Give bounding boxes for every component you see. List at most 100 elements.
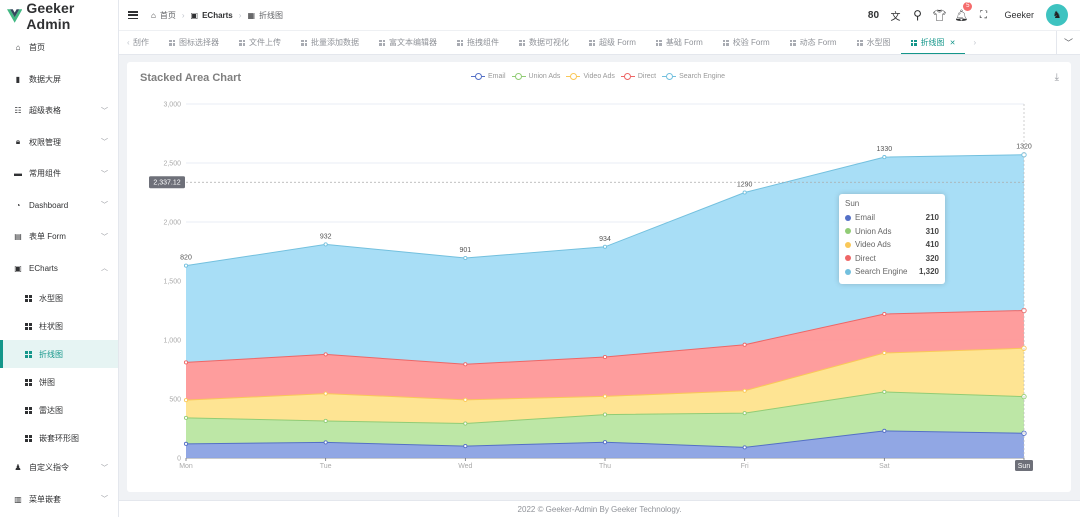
header-toolbar: 80 文 ⚲ 👕︎ 🔔︎ 5 ⛶ Geeker ♞ (862, 0, 1080, 30)
logo[interactable]: Geeker Admin (0, 0, 118, 32)
data-point (323, 242, 328, 247)
x-tick-label: Wed (458, 463, 472, 470)
legend-item[interactable]: Video Ads (566, 72, 615, 80)
tab-item[interactable]: 超级 Form (579, 31, 646, 54)
data-point (463, 444, 468, 449)
menu-nest-icon: ▥ (14, 494, 22, 504)
home-icon: ⌂ (15, 43, 21, 53)
username[interactable]: Geeker (1004, 10, 1034, 20)
size-icon[interactable]: 80 (867, 9, 880, 21)
grid-icon (589, 39, 595, 46)
legend-item[interactable]: Direct (620, 72, 656, 80)
data-point (463, 421, 468, 426)
y-tick-label: 2,000 (163, 220, 181, 227)
sidebar-item[interactable]: ▤ 表单 Form ﹀ (0, 221, 118, 253)
breadcrumb-separator: › (238, 10, 242, 20)
sidebar-item[interactable]: ▬ 常用组件 ﹀ (0, 158, 118, 190)
tab-item[interactable]: 数据可视化 (509, 31, 579, 54)
tooltip-series-name: Search Engine (855, 267, 908, 277)
tab-label: 文件上传 (249, 38, 281, 47)
area-search-engine (186, 154, 1024, 365)
tab-item[interactable]: 富文本编辑器 (369, 31, 447, 54)
sidebar-subitem[interactable]: 水型图 (0, 284, 118, 312)
chart-title: Stacked Area Chart (140, 72, 242, 84)
grid-icon (789, 39, 796, 46)
data-point (323, 352, 328, 357)
grid-icon (301, 39, 307, 46)
tab-item[interactable]: 校验 Form (713, 31, 780, 54)
legend-item[interactable]: Union Ads (511, 72, 560, 80)
sidebar-item[interactable]: ▥ 菜单嵌套 ﹀ (0, 484, 118, 516)
data-point (602, 354, 608, 360)
tab-label: 折线图 (920, 38, 945, 47)
document-icon: ▤ (14, 232, 22, 242)
stacked-area-chart[interactable]: 0 500 1,000 1,500 2,000 2,500 3,000 820 932 901 93… (127, 62, 1071, 492)
legend-symbol-icon (566, 72, 581, 80)
tab-label: 富文本编辑器 (389, 38, 437, 47)
tab-partial[interactable]: 刮作 (133, 38, 149, 47)
breadcrumb-item-home[interactable]: ⌂ 首页 (151, 10, 176, 21)
x-tick-label: Tue (320, 463, 332, 470)
legend-item[interactable]: Search Engine (662, 72, 725, 80)
tab-item[interactable]: 基础 Form (646, 31, 713, 54)
chevron-down-icon: ﹀ (101, 139, 108, 147)
sidebar-subitem-label: 柱状图 (39, 321, 63, 331)
sidebar-item[interactable]: ▮ 数据大屏 (0, 64, 118, 96)
bell-icon[interactable]: 🔔︎ 5 (950, 1, 973, 22)
data-point (742, 342, 747, 347)
tooltip-series-value: 210 (925, 213, 939, 223)
chart-icon: ▣ (190, 10, 199, 20)
sidebar-subitem[interactable]: 折线图 (0, 340, 118, 368)
tabs-scroll-left-button[interactable]: ‹ (127, 38, 130, 47)
sidebar-item[interactable]: 🔒︎ 权限管理 ﹀ (0, 127, 118, 159)
grid-icon (25, 378, 32, 386)
fullscreen-icon[interactable]: ⛶ (979, 9, 987, 21)
grid-icon (457, 39, 463, 46)
tab-item[interactable]: 图标选择器 (159, 31, 229, 54)
sidebar-item-label: 自定义指令 (29, 463, 69, 473)
data-point (742, 190, 747, 195)
tab-label: 数据可视化 (529, 38, 569, 47)
sidebar-item[interactable]: ▣ ECharts ︿ (0, 253, 118, 285)
legend-label: Search Engine (679, 72, 726, 80)
sidebar-subitem[interactable]: 雷达图 (0, 396, 118, 424)
sidebar-subitem[interactable]: 嵌套环形图 (0, 424, 118, 452)
tabs-scroll-right-button[interactable]: › (973, 38, 977, 47)
data-point (183, 360, 189, 365)
tooltip-series-name: Video Ads (855, 240, 891, 250)
download-icon[interactable]: ⤓ (1054, 72, 1059, 83)
sidebar-item[interactable]: ⌂ 首页 (0, 32, 118, 64)
legend-label: Email (488, 72, 506, 80)
translate-icon[interactable]: 文 (890, 11, 901, 23)
tabs-more-dropdown[interactable]: ﹀ (1056, 31, 1080, 54)
tab-item[interactable]: 动态 Form (780, 31, 847, 54)
y-axis-pointer-label-bg (149, 176, 185, 189)
sidebar-item[interactable]: ☷ 超级表格 ﹀ (0, 95, 118, 127)
breadcrumb-item-echarts[interactable]: ▣ ECharts (191, 11, 233, 20)
x-tick-label: Thu (599, 463, 611, 470)
close-icon[interactable]: ✕ (949, 39, 956, 47)
collapse-menu-icon[interactable] (128, 11, 138, 19)
y-tick-label: 3,000 (163, 102, 181, 109)
tab-item[interactable]: 折线图 ✕ (900, 31, 966, 54)
tab-item[interactable]: 文件上传 (229, 31, 291, 54)
data-label: 820 (180, 255, 192, 262)
area-video-ads (186, 348, 1024, 424)
search-icon[interactable]: ⚲ (913, 8, 922, 22)
sidebar-item[interactable]: ♟ 自定义指令 ﹀ (0, 452, 118, 484)
avatar[interactable]: ♞ (1046, 4, 1068, 26)
tab-item[interactable]: 批量添加数据 (291, 31, 369, 54)
data-point (602, 440, 608, 445)
sidebar-subitem[interactable]: 柱状图 (0, 312, 118, 340)
tab-item[interactable]: 水型图 (847, 31, 901, 54)
top-header: ⌂ 首页 › ▣ ECharts › ▦ 折线图 80 文 ⚲ 👕︎ 🔔︎ 5 ⛶… (119, 0, 1080, 31)
sidebar-item[interactable]: ◔ Dashboard ﹀ (0, 190, 118, 222)
tab-item[interactable]: 拖拽组件 (447, 31, 509, 54)
x-tick-label: Sat (879, 463, 890, 470)
theme-shirt-icon[interactable]: 👕︎ (932, 9, 947, 22)
sidebar-subitem[interactable]: 饼图 (0, 368, 118, 396)
legend-item[interactable]: Email (471, 72, 506, 80)
grid-icon (910, 39, 917, 46)
data-point (183, 441, 189, 446)
legend-symbol-icon (471, 72, 485, 80)
